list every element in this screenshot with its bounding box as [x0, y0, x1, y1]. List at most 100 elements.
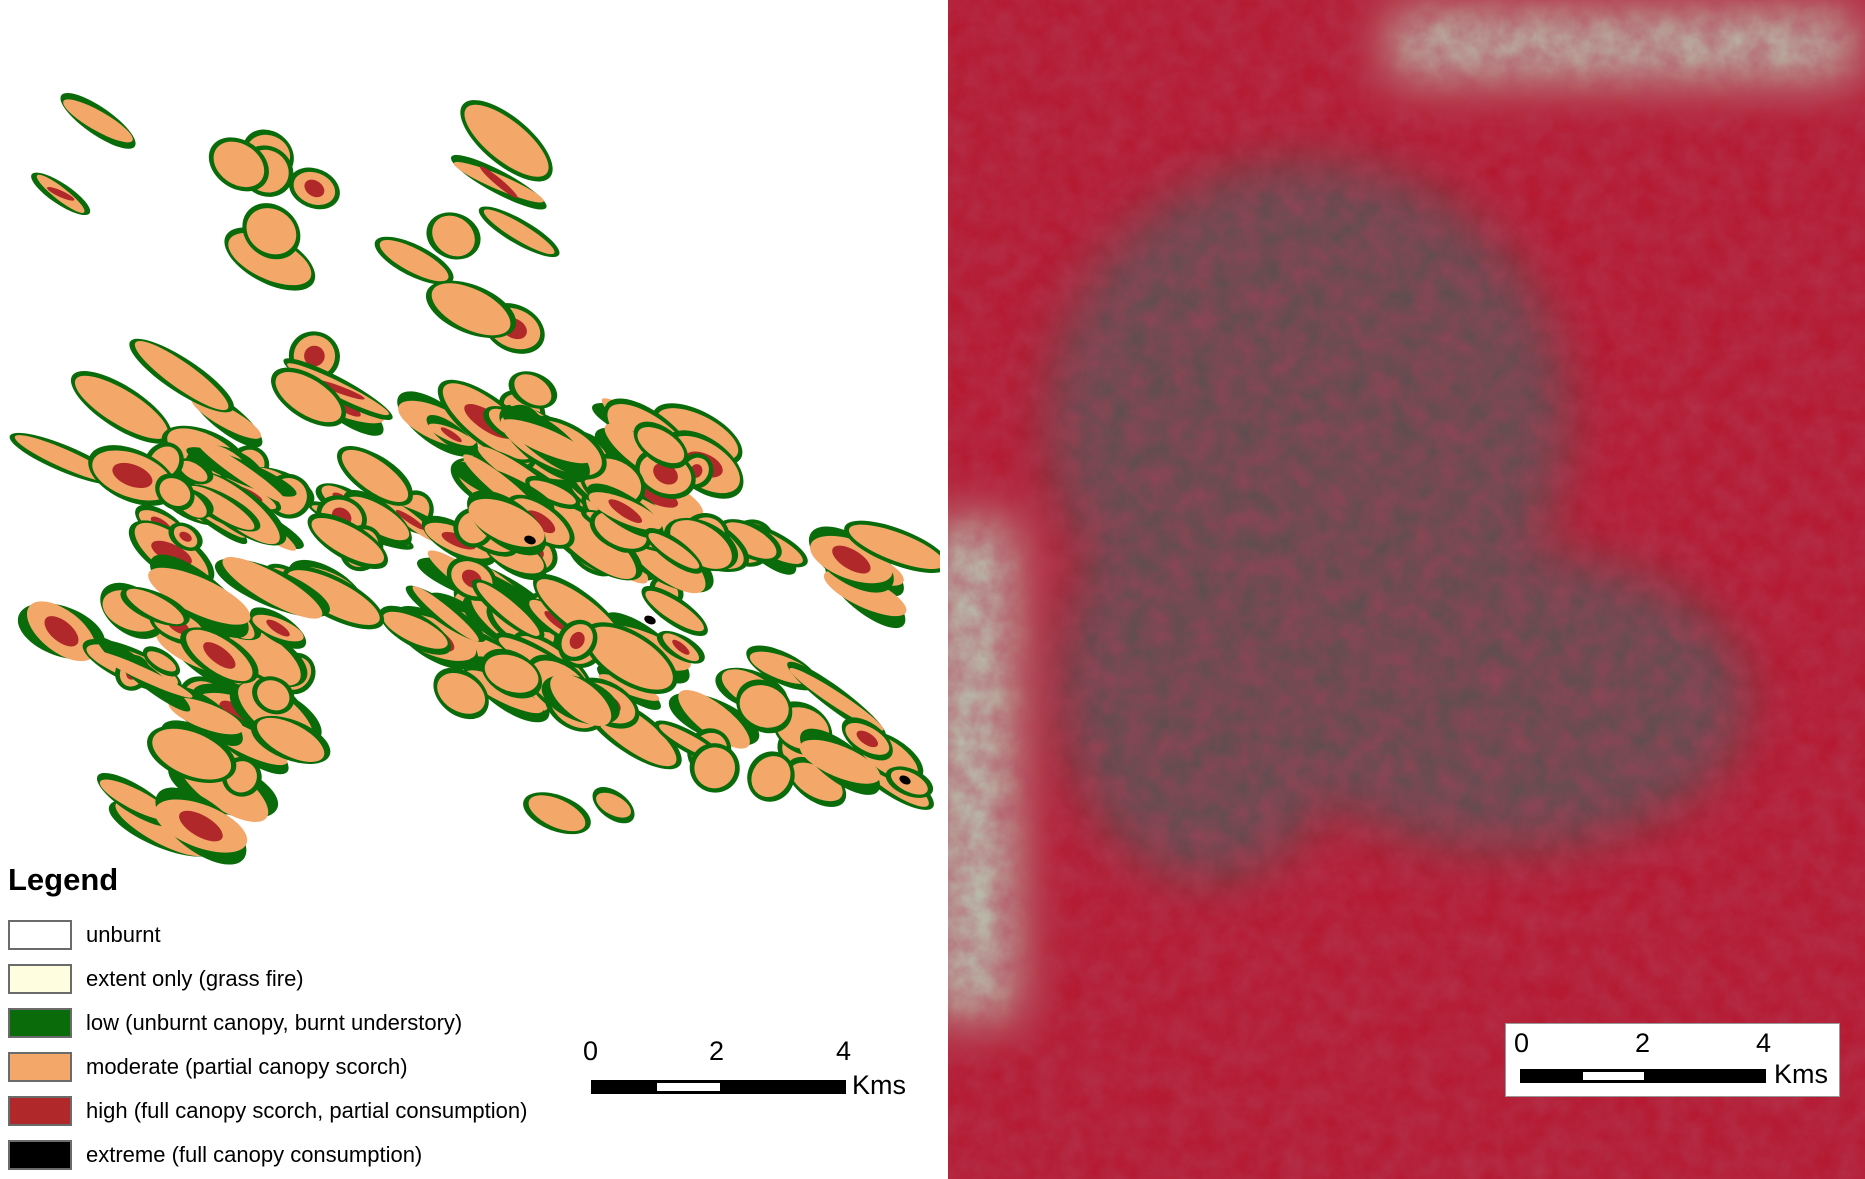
- moderate-severity-patch: [94, 651, 193, 698]
- moderate-severity-patch: [179, 460, 208, 482]
- moderate-severity-patch: [848, 524, 940, 570]
- scale-tick: 4: [1756, 1028, 1772, 1058]
- high-severity-patch: [179, 810, 223, 842]
- moderate-severity-patch: [751, 756, 791, 798]
- high-severity-patch: [672, 639, 690, 655]
- moderate-severity-patch: [431, 283, 511, 336]
- extreme-severity-patch: [524, 535, 536, 545]
- false-colour-satellite-image: [948, 0, 1865, 1179]
- moderate-severity-patch: [126, 588, 184, 625]
- moderate-severity-patch: [514, 374, 552, 406]
- moderate-severity-patch: [432, 215, 475, 257]
- legend-swatch: [8, 1096, 72, 1126]
- moderate-severity-patch: [484, 654, 539, 693]
- legend-item: extreme (full canopy consumption): [8, 1138, 422, 1172]
- moderate-severity-patch: [550, 673, 612, 727]
- moderate-severity-patch: [196, 440, 287, 504]
- high-severity-patch: [304, 179, 325, 198]
- high-severity-patch: [608, 499, 643, 524]
- moderate-severity-patch: [546, 504, 637, 580]
- scale-bar-left: 0 2 4 Kms: [580, 1036, 920, 1106]
- legend-swatch: [8, 964, 72, 994]
- moderate-severity-patch: [257, 717, 325, 762]
- moderate-severity-patch: [437, 672, 486, 714]
- high-severity-patch: [304, 345, 325, 367]
- moderate-severity-patch: [789, 668, 884, 731]
- legend-label: moderate (partial canopy scorch): [86, 1054, 408, 1079]
- moderate-severity-patch: [287, 570, 380, 625]
- high-severity-patch: [203, 642, 236, 669]
- legend-item: moderate (partial canopy scorch): [8, 1050, 408, 1084]
- extreme-severity-patch: [899, 775, 911, 785]
- moderate-severity-patch: [148, 567, 251, 625]
- high-severity-patch: [395, 509, 425, 530]
- legend-label: extent only (grass fire): [86, 966, 304, 991]
- moderate-severity-patch: [645, 590, 704, 632]
- moderate-severity-patch: [722, 522, 777, 559]
- scale-unit: Kms: [852, 1070, 906, 1100]
- moderate-severity-patch: [311, 517, 385, 565]
- legend-item: unburnt: [8, 918, 161, 952]
- high-severity-patch: [440, 427, 462, 443]
- high-severity-patch: [479, 166, 518, 199]
- moderate-severity-patch: [341, 449, 409, 502]
- moderate-severity-patch: [596, 792, 632, 818]
- moderate-severity-patch: [799, 739, 881, 784]
- moderate-severity-patch: [99, 779, 172, 821]
- moderate-severity-patch: [275, 372, 342, 423]
- legend-swatch: [8, 1140, 72, 1170]
- moderate-severity-patch: [146, 651, 177, 672]
- moderate-severity-patch: [790, 762, 843, 802]
- scale-tick: 4: [836, 1036, 852, 1066]
- moderate-severity-patch: [152, 728, 232, 780]
- moderate-severity-patch: [222, 557, 323, 619]
- moderate-severity-patch: [739, 685, 789, 728]
- legend-item: high (full canopy scorch, partial consum…: [8, 1094, 527, 1128]
- high-severity-patch: [46, 187, 75, 201]
- moderate-severity-patch: [246, 208, 297, 255]
- high-severity-patch: [112, 462, 153, 489]
- moderate-severity-patch: [228, 232, 312, 286]
- moderate-severity-patch: [637, 426, 685, 464]
- scale-unit: Kms: [1774, 1059, 1828, 1089]
- moderate-severity-patch: [476, 582, 540, 636]
- scale-tick: 0: [1514, 1028, 1530, 1058]
- moderate-severity-patch: [379, 239, 449, 282]
- moderate-severity-patch: [412, 586, 479, 642]
- legend-swatch: [8, 1008, 72, 1038]
- legend-label: low (unburnt canopy, burnt understory): [86, 1010, 463, 1035]
- legend-item: low (unburnt canopy, burnt understory): [8, 1006, 462, 1040]
- legend-label: high (full canopy scorch, partial consum…: [86, 1098, 528, 1123]
- high-severity-patch: [569, 631, 585, 649]
- scale-tick: 2: [1635, 1028, 1651, 1058]
- moderate-severity-patch: [587, 626, 673, 690]
- high-severity-patch: [832, 545, 871, 574]
- moderate-severity-patch: [134, 341, 229, 411]
- legend-title: Legend: [8, 862, 119, 897]
- moderate-severity-patch: [483, 209, 555, 255]
- moderate-severity-patch: [529, 480, 576, 505]
- legend-label: unburnt: [86, 922, 161, 947]
- moderate-severity-patch: [63, 99, 133, 143]
- moderate-severity-patch: [648, 533, 700, 569]
- legend-item: extent only (grass fire): [8, 962, 304, 996]
- moderate-severity-patch: [257, 680, 290, 711]
- fire-severity-map: [9, 92, 940, 865]
- moderate-severity-patch: [598, 674, 660, 701]
- high-severity-patch: [266, 619, 290, 637]
- moderate-severity-patch: [159, 478, 191, 507]
- scale-bar-right: 0 2 4 Kms: [1505, 1023, 1840, 1097]
- high-severity-patch: [44, 616, 79, 647]
- moderate-severity-patch: [694, 747, 736, 789]
- moderate-severity-patch: [464, 104, 549, 177]
- moderate-severity-patch: [678, 689, 750, 749]
- moderate-severity-patch: [382, 611, 448, 649]
- high-severity-patch: [151, 540, 192, 566]
- high-severity-patch: [179, 531, 192, 542]
- moderate-severity-patch: [14, 435, 115, 483]
- high-severity-patch: [856, 730, 879, 748]
- moderate-severity-patch: [213, 141, 265, 188]
- legend-swatch: [8, 920, 72, 950]
- moderate-severity-patch: [74, 375, 168, 439]
- scale-tick: 2: [709, 1036, 725, 1066]
